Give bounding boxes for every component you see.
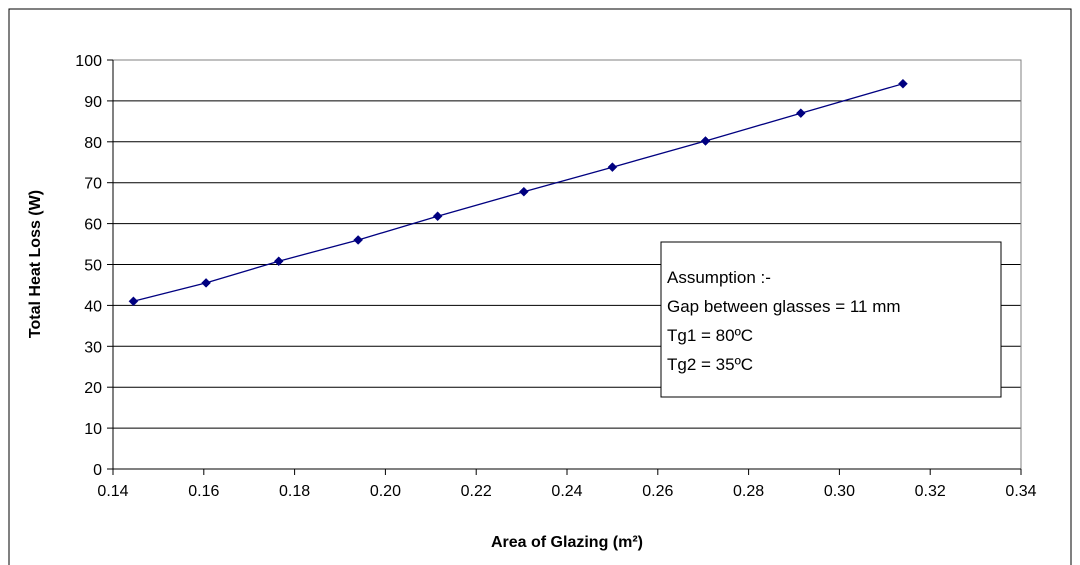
- data-point: [432, 211, 443, 222]
- assumption-line: Assumption :-: [667, 268, 771, 287]
- x-tick-label: 0.30: [824, 483, 855, 500]
- y-tick-label: 100: [75, 53, 102, 70]
- x-tick-label: 0.22: [461, 483, 492, 500]
- series-line: [133, 83, 904, 302]
- y-tick-label: 90: [84, 94, 102, 111]
- x-tick-label: 0.14: [97, 483, 128, 500]
- x-axis-ticks: 0.14 0.16 0.18 0.20 0.22 0.24 0.26 0.28 0.30 0.32…: [97, 468, 1037, 500]
- x-tick-label: 0.24: [551, 483, 582, 500]
- y-tick-label: 80: [84, 135, 102, 152]
- y-tick-label: 60: [84, 217, 102, 234]
- data-point: [128, 296, 139, 307]
- y-tick-label: 0: [93, 462, 102, 479]
- x-tick-label: 0.28: [733, 483, 764, 500]
- data-point: [519, 186, 529, 197]
- assumption-line: Gap between glasses = 11 mm: [667, 297, 901, 316]
- x-tick-label: 0.16: [188, 483, 219, 500]
- assumption-line: Tg2 = 35ºC: [667, 355, 753, 374]
- data-point: [607, 162, 618, 173]
- y-tick-label: 20: [84, 380, 102, 397]
- series-layer: [128, 78, 908, 307]
- assumption-line: Tg1 = 80ºC: [667, 326, 753, 345]
- assumption-box: Assumption :- Gap between glasses = 11 m…: [660, 241, 1002, 398]
- data-point: [795, 108, 806, 119]
- y-axis-title: Total Heat Loss (W): [27, 190, 44, 338]
- y-tick-label: 40: [84, 298, 102, 315]
- x-tick-label: 0.34: [1005, 483, 1036, 500]
- data-point: [201, 278, 211, 288]
- assumption-box-frame: [660, 241, 1002, 398]
- x-tick-label: 0.18: [279, 483, 310, 500]
- y-tick-label: 50: [84, 258, 102, 275]
- x-tick-label: 0.32: [915, 483, 946, 500]
- gridlines: [113, 100, 1021, 429]
- y-tick-label: 10: [84, 421, 102, 438]
- x-tick-label: 0.20: [370, 483, 401, 500]
- data-point: [273, 256, 284, 267]
- x-tick-label: 0.26: [642, 483, 673, 500]
- data-point: [353, 235, 364, 245]
- y-tick-label: 70: [84, 176, 102, 193]
- x-axis-title: Area of Glazing (m²): [491, 534, 643, 551]
- data-point: [898, 78, 908, 89]
- y-axis-ticks: 0 10 20 30 40 50 60 70 80 90 100: [75, 53, 114, 479]
- y-tick-label: 30: [84, 339, 102, 356]
- data-point: [700, 136, 711, 146]
